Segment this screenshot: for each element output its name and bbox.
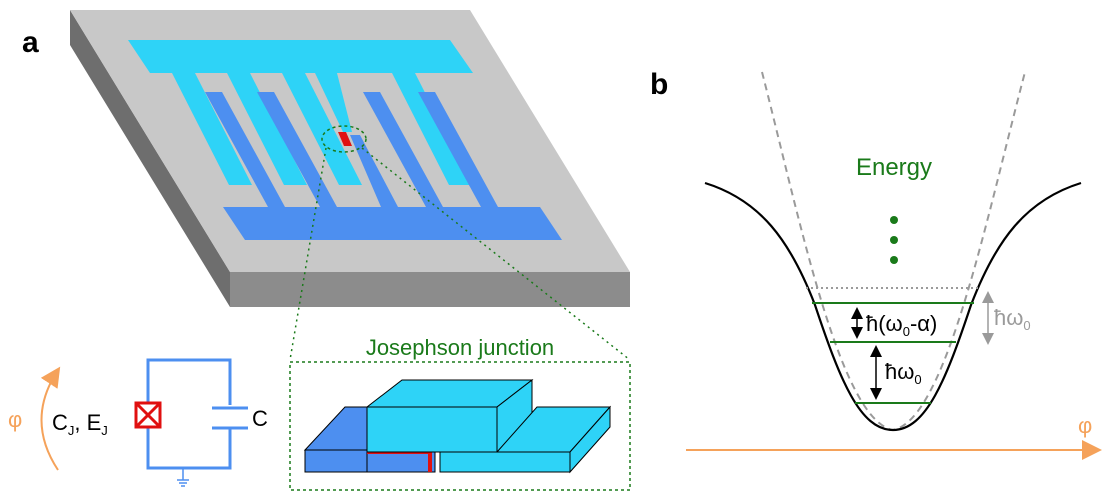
circuit xyxy=(134,358,248,487)
phase-axis-label: φ xyxy=(1078,413,1092,438)
top-finger xyxy=(392,73,472,185)
ellipsis-dot xyxy=(890,216,898,224)
bottom-finger xyxy=(363,92,443,207)
bottom-finger xyxy=(205,92,285,207)
ellipsis-dot xyxy=(890,236,898,244)
junction-marker xyxy=(338,132,352,146)
ellipsis-dot xyxy=(890,256,898,264)
panel-b-label: b xyxy=(650,68,668,101)
top-finger xyxy=(315,73,352,132)
spacing-label-top: ħ(ω0-α) xyxy=(866,311,937,339)
chip xyxy=(70,10,630,307)
top-finger xyxy=(172,73,252,185)
capacitor-label: C xyxy=(252,406,268,431)
chip-front-face xyxy=(70,10,230,307)
junction-highlight xyxy=(321,125,367,153)
energy-label: Energy xyxy=(856,154,932,181)
cosine-potential xyxy=(704,181,1082,432)
junction-circuit-label: CJ, EJ xyxy=(52,410,108,438)
chip-bottom-face xyxy=(230,272,630,307)
phase-symbol-a: φ xyxy=(8,407,22,432)
bottom-finger xyxy=(418,92,498,207)
harmonic-spacing-label: ħω0 xyxy=(994,305,1031,333)
phase-arrow xyxy=(40,366,61,471)
junction-zoom-box xyxy=(289,361,631,491)
spacing-label-bottom: ħω0 xyxy=(885,359,922,387)
junction-3d xyxy=(303,378,612,474)
top-electrode xyxy=(128,40,473,73)
junction-title: Josephson junction xyxy=(366,335,554,360)
panel-a-label: a xyxy=(22,26,39,59)
top-finger xyxy=(282,73,362,185)
bottom-electrode xyxy=(223,207,562,240)
bottom-finger xyxy=(257,92,337,207)
top-finger xyxy=(227,73,307,185)
bottom-finger xyxy=(350,135,398,207)
